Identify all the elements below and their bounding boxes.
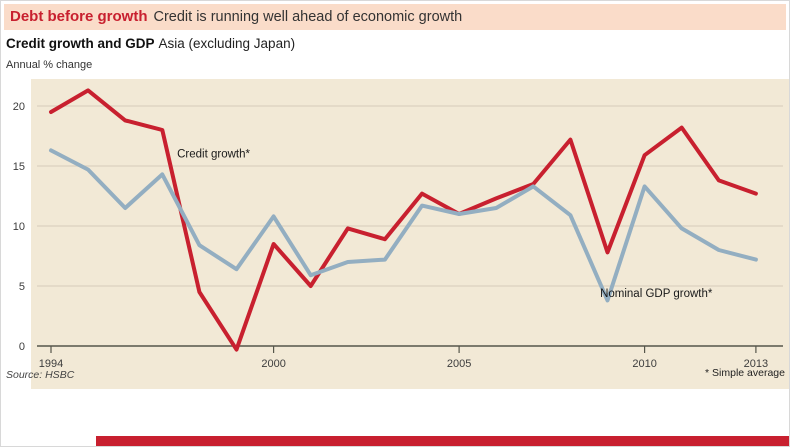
chart-heading: Credit growth and GDP Asia (excluding Jap… <box>6 35 295 53</box>
chart-text-layer: Source: HSBC * Simple average <box>6 367 785 381</box>
chart-subtitle: Asia (excluding Japan) <box>158 36 296 51</box>
source-label: Source: HSBC <box>6 369 75 381</box>
nominal-gdp-growth-line <box>49 148 758 303</box>
y-tick-label: 0 <box>19 341 25 353</box>
header-strip: Debt before growth Credit is running well… <box>4 4 786 30</box>
axis-unit-label: Annual % change <box>6 59 93 71</box>
chart-kicker-subtitle: Credit is running well ahead of economic… <box>153 9 463 25</box>
chart-title: Credit growth and GDP <box>6 36 155 51</box>
chart-svg: 0 5 10 15 20 1994 2000 2005 2010 2013 Credit growt… <box>6 79 789 389</box>
x-tick-label: 2013 <box>744 358 768 370</box>
bottom-red-bar <box>96 436 789 446</box>
y-tick-label: 5 <box>19 281 25 293</box>
y-tick-label: 10 <box>13 221 25 233</box>
chart-kicker-title: Debt before growth <box>10 8 148 25</box>
chart-layer: 0 5 10 15 20 1994 2000 2005 2010 2013 Credit growt… <box>13 79 789 389</box>
x-tick-label: 2010 <box>632 358 656 370</box>
annotation-label: Credit growth* <box>177 149 250 161</box>
x-tick-label: 2005 <box>447 358 471 370</box>
credit-growth-line <box>49 88 758 352</box>
y-tick-label: 20 <box>13 101 25 113</box>
footnote-label: * Simple average <box>705 367 785 379</box>
x-tick-label: 2000 <box>261 358 285 370</box>
annotation-label: Nominal GDP growth* <box>600 288 713 300</box>
y-tick-label: 15 <box>13 161 25 173</box>
x-tick-label: 1994 <box>39 358 63 370</box>
